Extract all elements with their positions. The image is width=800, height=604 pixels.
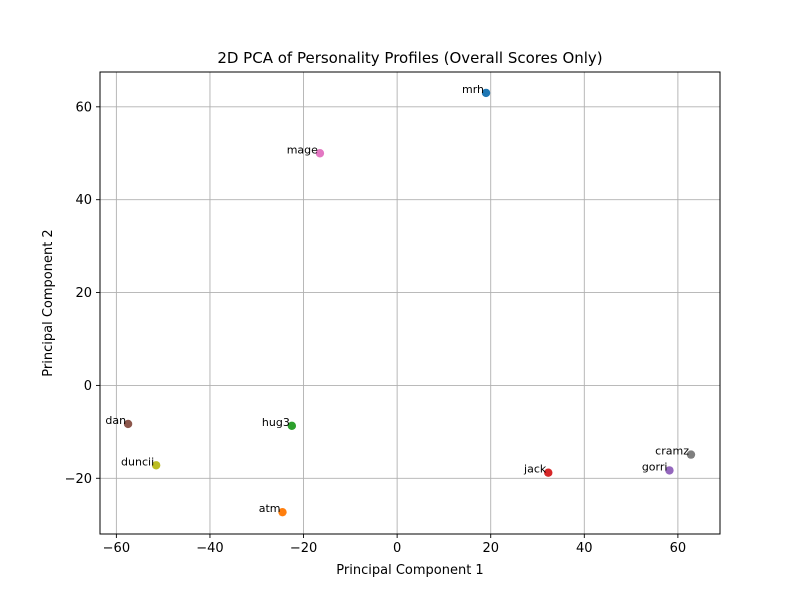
x-tick-label: −60 <box>103 541 130 556</box>
y-tick-label: 60 <box>75 100 92 115</box>
grid-layer <box>100 72 720 534</box>
x-tick-label: 0 <box>393 541 401 556</box>
data-point-mage <box>315 149 325 158</box>
point-label-mrh: mrh <box>462 83 484 96</box>
point-label-gorri: gorri <box>642 460 668 473</box>
point-label-mage: mage <box>287 143 318 156</box>
chart-title: 2D PCA of Personality Profiles (Overall … <box>217 49 602 67</box>
x-tick-label: −40 <box>196 541 223 556</box>
y-tick-label: −20 <box>65 472 92 487</box>
data-point-gorri <box>665 466 674 475</box>
axes-layer <box>99 71 721 535</box>
point-label-hug3: hug3 <box>262 416 290 429</box>
x-tick-label: −20 <box>290 541 317 556</box>
point-label-dan: dan <box>105 414 126 427</box>
x-tick-label: 40 <box>576 541 593 556</box>
data-point-jack <box>544 468 553 477</box>
x-tick-label: 20 <box>482 541 499 556</box>
points-layer <box>123 88 696 517</box>
x-tick-label: 60 <box>670 541 687 556</box>
point-label-cramz: cramz <box>655 445 689 458</box>
x-axis-label: Principal Component 1 <box>336 563 483 578</box>
plot-frame <box>99 71 721 535</box>
data-point-dan <box>123 419 133 429</box>
point-label-jack: jack <box>523 463 547 476</box>
y-ticks-layer: −20 0 20 40 60 <box>65 100 100 487</box>
y-tick-label: 20 <box>75 286 92 301</box>
data-point-atm <box>278 507 287 517</box>
y-tick-label: 40 <box>75 193 92 208</box>
x-ticks-layer: −60 −40 −20 0 20 40 60 <box>103 534 687 556</box>
point-label-duncii: duncii <box>121 455 154 468</box>
y-axis-label: Principal Component 2 <box>41 229 56 376</box>
data-point-mrh <box>481 88 491 98</box>
point-label-atm: atm <box>259 502 281 515</box>
data-point-hug3 <box>287 421 297 431</box>
y-tick-label: 0 <box>84 379 92 394</box>
data-point-duncii <box>151 461 161 470</box>
data-point-cramz <box>686 450 696 459</box>
point-labels-layer: mrh atm hug3 jack gorri dan mage cramz duncii <box>105 83 689 515</box>
